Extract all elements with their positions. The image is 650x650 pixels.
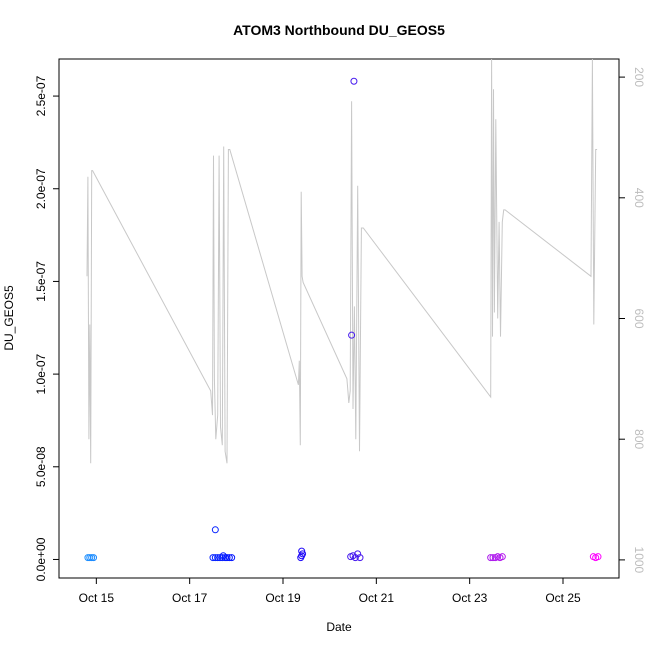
- x-tick-label: Oct 17: [172, 591, 208, 605]
- y-tick-label: 2.0e-07: [34, 168, 48, 209]
- point-series-layer: [84, 77, 602, 562]
- data-point: [298, 547, 306, 555]
- y-tick-label: 5.0e-08: [34, 446, 48, 487]
- y2-tick-label: 400: [632, 188, 646, 208]
- x-axis-label: Date: [326, 620, 352, 634]
- data-point: [219, 552, 227, 560]
- y2-tick-label: 800: [632, 429, 646, 449]
- plot-frame: [58, 58, 620, 579]
- data-point: [489, 554, 497, 562]
- y-axis-label: DU_GEOS5: [2, 285, 16, 351]
- y-axis-right: 200 400 600 800 1000: [619, 67, 646, 574]
- y2-tick-label: 600: [632, 308, 646, 328]
- x-axis: Oct 15 Oct 17 Oct 19 Oct 21 Oct 23 Oct 25: [79, 578, 581, 605]
- y-tick-label: 2.5e-07: [34, 75, 48, 116]
- data-point: [223, 554, 231, 562]
- data-point: [594, 553, 602, 561]
- data-point: [221, 554, 229, 562]
- x-tick-label: Oct 23: [452, 591, 488, 605]
- x-tick-label: Oct 19: [265, 591, 301, 605]
- data-point: [498, 553, 506, 561]
- data-point: [228, 554, 236, 562]
- data-point: [348, 331, 356, 339]
- y-tick-label: 1.0e-07: [34, 353, 48, 394]
- line-series-layer: [86, 58, 598, 464]
- altitude-line: [86, 58, 598, 464]
- data-point: [86, 554, 94, 562]
- data-point: [90, 554, 98, 562]
- y-axis-left: 0.0e+00 5.0e-08 1.0e-07 1.5e-07 2.0e-07 2.5e-…: [34, 75, 59, 581]
- x-tick-label: Oct 15: [79, 591, 115, 605]
- y-tick-label: 1.5e-07: [34, 261, 48, 302]
- data-point: [225, 554, 233, 562]
- x-tick-label: Oct 21: [359, 591, 395, 605]
- data-point: [351, 554, 359, 562]
- y2-tick-label: 1000: [632, 547, 646, 574]
- data-point: [88, 554, 96, 562]
- data-point: [487, 554, 495, 562]
- data-point: [209, 554, 217, 562]
- data-point: [350, 77, 358, 85]
- y2-tick-label: 200: [632, 67, 646, 87]
- chart-title: ATOM3 Northbound DU_GEOS5: [233, 22, 445, 38]
- data-point: [354, 550, 362, 558]
- data-point: [211, 554, 219, 562]
- data-point: [356, 554, 364, 562]
- x-tick-label: Oct 25: [545, 591, 581, 605]
- data-point: [211, 526, 219, 534]
- y-tick-label: 0.0e+00: [34, 537, 48, 581]
